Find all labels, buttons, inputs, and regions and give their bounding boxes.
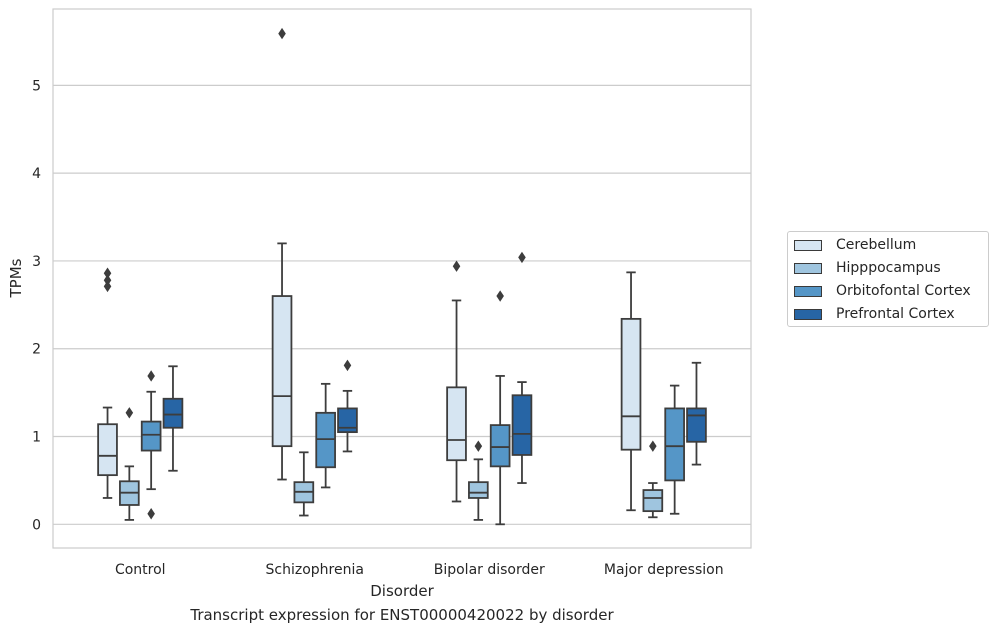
box-iqr	[642, 489, 664, 513]
x-tick-label: Bipolar disorder	[434, 562, 545, 578]
x-tick-label: Major depression	[604, 562, 724, 578]
legend-item-cerebellum: Cerebellum	[794, 235, 916, 255]
box-iqr	[664, 407, 685, 482]
box-iqr	[140, 420, 162, 452]
x-tick-label: Control	[115, 562, 166, 578]
x-axis-label: Disorder	[370, 582, 434, 600]
plot-area-frame	[52, 8, 752, 549]
outlier-point	[452, 260, 461, 272]
box-iqr	[97, 423, 118, 477]
box-iqr	[468, 481, 489, 499]
legend-item-hippocampus: Hipppocampus	[794, 258, 941, 278]
outlier-point	[147, 370, 155, 382]
legend: Cerebellum Hipppocampus Orbitofontal Cor…	[787, 231, 989, 327]
box-iqr	[686, 407, 707, 443]
outlier-point	[103, 274, 112, 286]
x-tick-labels: Control Schizophrenia Bipolar disorder Majo…	[115, 562, 724, 578]
box-iqr	[271, 295, 293, 448]
box-iqr	[162, 397, 184, 429]
box-hipppocampus	[642, 440, 664, 519]
box-hipppocampus	[468, 440, 489, 521]
y-axis-label: TPMs	[7, 258, 25, 298]
outlier-point	[518, 251, 526, 264]
box-hipppocampus	[119, 407, 140, 521]
box-prefrontal-cortex	[337, 359, 358, 453]
y-tick-label: 3	[32, 254, 41, 270]
box-groups	[97, 27, 707, 526]
box-prefrontal-cortex	[686, 361, 707, 466]
box-iqr	[337, 407, 358, 434]
box-orbitofontal-cortex	[140, 370, 162, 520]
box-cerebellum	[271, 27, 293, 481]
outlier-point	[474, 440, 483, 452]
legend-swatch	[794, 308, 822, 320]
y-gridlines	[53, 84, 751, 525]
y-tick-label: 1	[32, 430, 41, 446]
outlier-point	[103, 267, 112, 279]
box-orbitofontal-cortex	[489, 290, 511, 526]
legend-swatch	[794, 285, 822, 297]
outlier-point	[125, 407, 134, 419]
legend-label: Cerebellum	[836, 237, 917, 253]
x-tick-label: Schizophrenia	[266, 562, 364, 578]
legend-label: Hipppocampus	[836, 260, 941, 276]
legend-swatch	[794, 239, 822, 251]
y-tick-label: 0	[32, 517, 41, 533]
outlier-point	[147, 508, 155, 520]
legend-item-orbitofrontal-cortex: Orbitofontal Cortex	[794, 281, 971, 301]
box-iqr	[489, 424, 511, 468]
box-prefrontal-cortex	[162, 365, 184, 472]
box-orbitofontal-cortex	[664, 384, 685, 515]
outlier-point	[343, 359, 352, 372]
outlier-point	[103, 280, 112, 293]
legend-swatch	[794, 262, 822, 274]
box-cerebellum	[620, 271, 642, 512]
y-tick-label: 4	[32, 166, 41, 182]
outlier-point	[278, 27, 286, 40]
box-iqr	[446, 386, 467, 462]
y-tick-label: 5	[32, 78, 41, 94]
outlier-point	[649, 440, 657, 452]
box-cerebellum	[97, 267, 118, 499]
y-tick-labels: 0 1 2 3 4 5	[32, 78, 41, 533]
box-orbitofontal-cortex	[315, 382, 336, 489]
figure-caption: Transcript expression for ENST0000042002…	[190, 606, 614, 624]
box-iqr	[511, 394, 533, 456]
box-prefrontal-cortex	[511, 251, 533, 484]
y-tick-label: 2	[32, 342, 41, 358]
box-iqr	[620, 317, 642, 451]
legend-label: Orbitofontal Cortex	[836, 283, 971, 299]
legend-item-prefrontal-cortex: Prefrontal Cortex	[794, 304, 955, 324]
outlier-point	[496, 290, 504, 302]
box-hipppocampus	[293, 451, 315, 517]
box-cerebellum	[446, 260, 467, 503]
legend-label: Prefrontal Cortex	[836, 306, 955, 322]
